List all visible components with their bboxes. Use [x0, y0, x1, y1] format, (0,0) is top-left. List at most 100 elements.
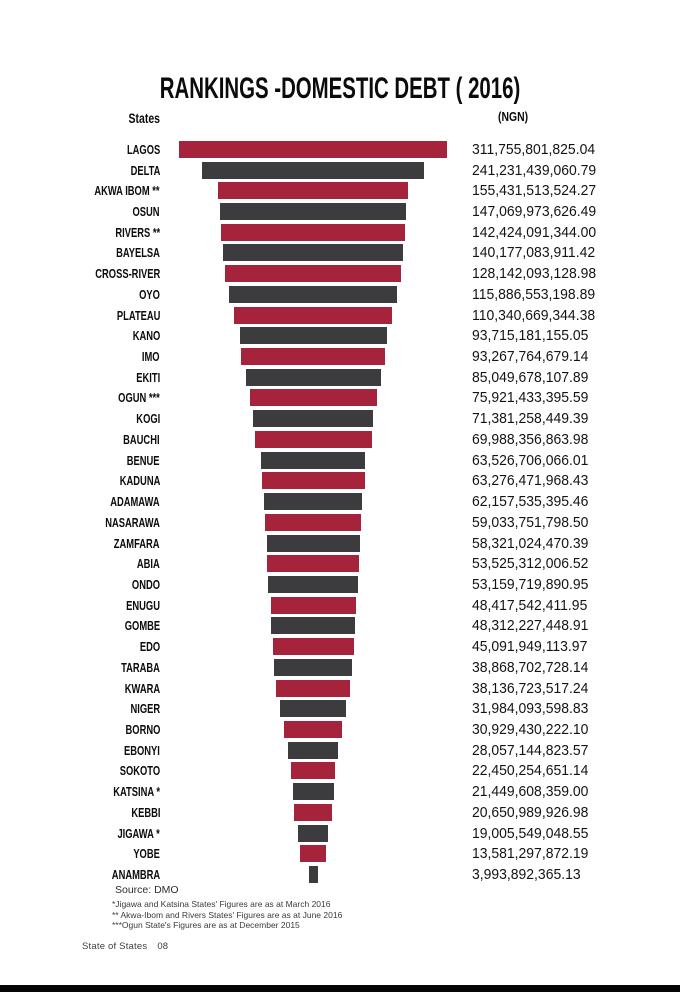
debt-value: 75,921,433,395.59: [472, 389, 589, 407]
chart-row: OGUN *** 75,921,433,395.59: [0, 388, 680, 409]
chart-row: NIGER 31,984,093,598.83: [0, 698, 680, 719]
debt-bar: [234, 306, 392, 324]
bar-cell: [160, 265, 466, 283]
bar-cell: [160, 783, 466, 801]
state-label: KADUNA: [119, 473, 160, 489]
bar-cell: [160, 285, 466, 303]
chart-row: SOKOTO 22,450,254,651.14: [0, 761, 680, 782]
state-label: BORNO: [125, 721, 160, 737]
debt-value: 93,267,764,679.14: [472, 348, 589, 366]
debt-bar: [239, 327, 387, 345]
bar-cell: [160, 161, 466, 179]
bar-cell: [160, 513, 466, 531]
bar-cell: [160, 306, 466, 324]
state-label: ABIA: [137, 556, 160, 572]
debt-value: 140,177,083,911.42: [472, 244, 596, 262]
chart-row: TARABA 38,868,702,728.14: [0, 657, 680, 678]
debt-value: 93,715,181,155.05: [472, 327, 589, 345]
bar-cell: [160, 845, 466, 863]
bar-cell: [160, 430, 466, 448]
debt-bar: [270, 596, 356, 614]
chart-row: ENUGU 48,417,542,411.95: [0, 595, 680, 616]
debt-value: 48,312,227,448.91: [472, 617, 589, 635]
debt-bar: [264, 493, 362, 511]
page-title: RANKINGS -DOMESTIC DEBT ( 2016): [0, 72, 680, 106]
debt-bar: [292, 783, 334, 801]
debt-bar: [245, 368, 381, 386]
chart-row: BAYELSA 140,177,083,911.42: [0, 243, 680, 264]
chart-row: EKITI 85,049,678,107.89: [0, 367, 680, 388]
debt-bar: [266, 534, 360, 552]
debt-value: 85,049,678,107.89: [472, 368, 589, 386]
chart-row: KOGI 71,381,258,449.39: [0, 408, 680, 429]
state-label: AKWA IBOM **: [94, 183, 160, 199]
state-label: EDO: [139, 639, 160, 655]
chart-row: ANAMBRA 3,993,892,365.13: [0, 864, 680, 885]
bar-cell: [160, 617, 466, 635]
bar-cell: [160, 720, 466, 738]
debt-bar: [284, 720, 342, 738]
debt-value: 38,136,723,517.24: [472, 679, 589, 697]
debt-bar: [229, 285, 397, 303]
debt-bar: [265, 513, 361, 531]
debt-value: 19,005,549,048.55: [472, 824, 589, 842]
debt-value: 311,755,801,825.04: [472, 140, 596, 158]
debt-bar: [223, 244, 403, 262]
bar-cell: [160, 866, 466, 884]
chart-row: CROSS-RIVER 128,142,093,128.98: [0, 263, 680, 284]
debt-value: 31,984,093,598.83: [472, 700, 589, 718]
column-header-ngn: (NGN): [498, 109, 529, 124]
chart-row: ONDO 53,159,719,890.95: [0, 574, 680, 595]
bar-cell: [160, 472, 466, 490]
debt-value: 147,069,973,626.49: [472, 203, 597, 221]
debt-value: 58,321,024,470.39: [472, 534, 589, 552]
chart-row: RIVERS ** 142,424,091,344.00: [0, 222, 680, 243]
state-label: LAGOS: [126, 141, 160, 157]
footer-page-number: 08: [157, 941, 169, 952]
state-label: KATSINA *: [113, 784, 160, 800]
state-label: CROSS-RIVER: [94, 266, 160, 282]
debt-bar: [291, 762, 335, 780]
debt-bar: [268, 575, 358, 593]
chart-row: GOMBE 48,312,227,448.91: [0, 616, 680, 637]
bar-cell: [160, 348, 466, 366]
chart-row: ABIA 53,525,312,006.52: [0, 553, 680, 574]
debt-value: 21,449,608,359.00: [472, 783, 589, 801]
chart-row: KWARA 38,136,723,517.24: [0, 678, 680, 699]
debt-value: 63,276,471,968.43: [472, 472, 589, 490]
bar-cell: [160, 182, 466, 200]
chart-row: ZAMFARA 58,321,024,470.39: [0, 533, 680, 554]
debt-bar: [274, 658, 352, 676]
chart-row: EDO 45,091,949,113.97: [0, 636, 680, 657]
bar-cell: [160, 203, 466, 221]
chart-row: BENUE 63,526,706,066.01: [0, 450, 680, 471]
state-label: KWARA: [124, 680, 160, 696]
state-label: NASARAWA: [105, 514, 160, 530]
bar-cell: [160, 410, 466, 428]
debt-value: 110,340,669,344.38: [472, 306, 596, 324]
source-note: Source: DMO: [115, 884, 179, 896]
bar-cell: [160, 555, 466, 573]
chart-row: PLATEAU 110,340,669,344.38: [0, 305, 680, 326]
debt-bar: [261, 472, 365, 490]
column-header-states: States: [128, 110, 160, 126]
debt-value: 128,142,093,128.98: [472, 265, 597, 283]
debt-value: 28,057,144,823.57: [472, 741, 589, 759]
bar-cell: [160, 762, 466, 780]
state-label: KOGI: [136, 411, 160, 427]
chart-row: BAUCHI 69,988,356,863.98: [0, 429, 680, 450]
state-label: BAYELSA: [116, 245, 160, 261]
footnote-line: ***Ogun State's Figures are as at Decemb…: [112, 920, 300, 930]
bar-cell: [160, 803, 466, 821]
chart-row: JIGAWA * 19,005,549,048.55: [0, 823, 680, 844]
bar-cell: [160, 368, 466, 386]
bar-cell: [160, 451, 466, 469]
debt-value: 71,381,258,449.39: [472, 410, 589, 428]
chart-row: KATSINA * 21,449,608,359.00: [0, 781, 680, 802]
debt-bar: [241, 348, 385, 366]
footnotes: *Jigawa and Katsina States' Figures are …: [112, 899, 342, 931]
debt-value: 62,157,535,395.46: [472, 493, 589, 511]
state-label: OGUN ***: [118, 390, 160, 406]
state-label: GOMBE: [124, 618, 160, 634]
chart-row: NASARAWA 59,033,751,798.50: [0, 512, 680, 533]
